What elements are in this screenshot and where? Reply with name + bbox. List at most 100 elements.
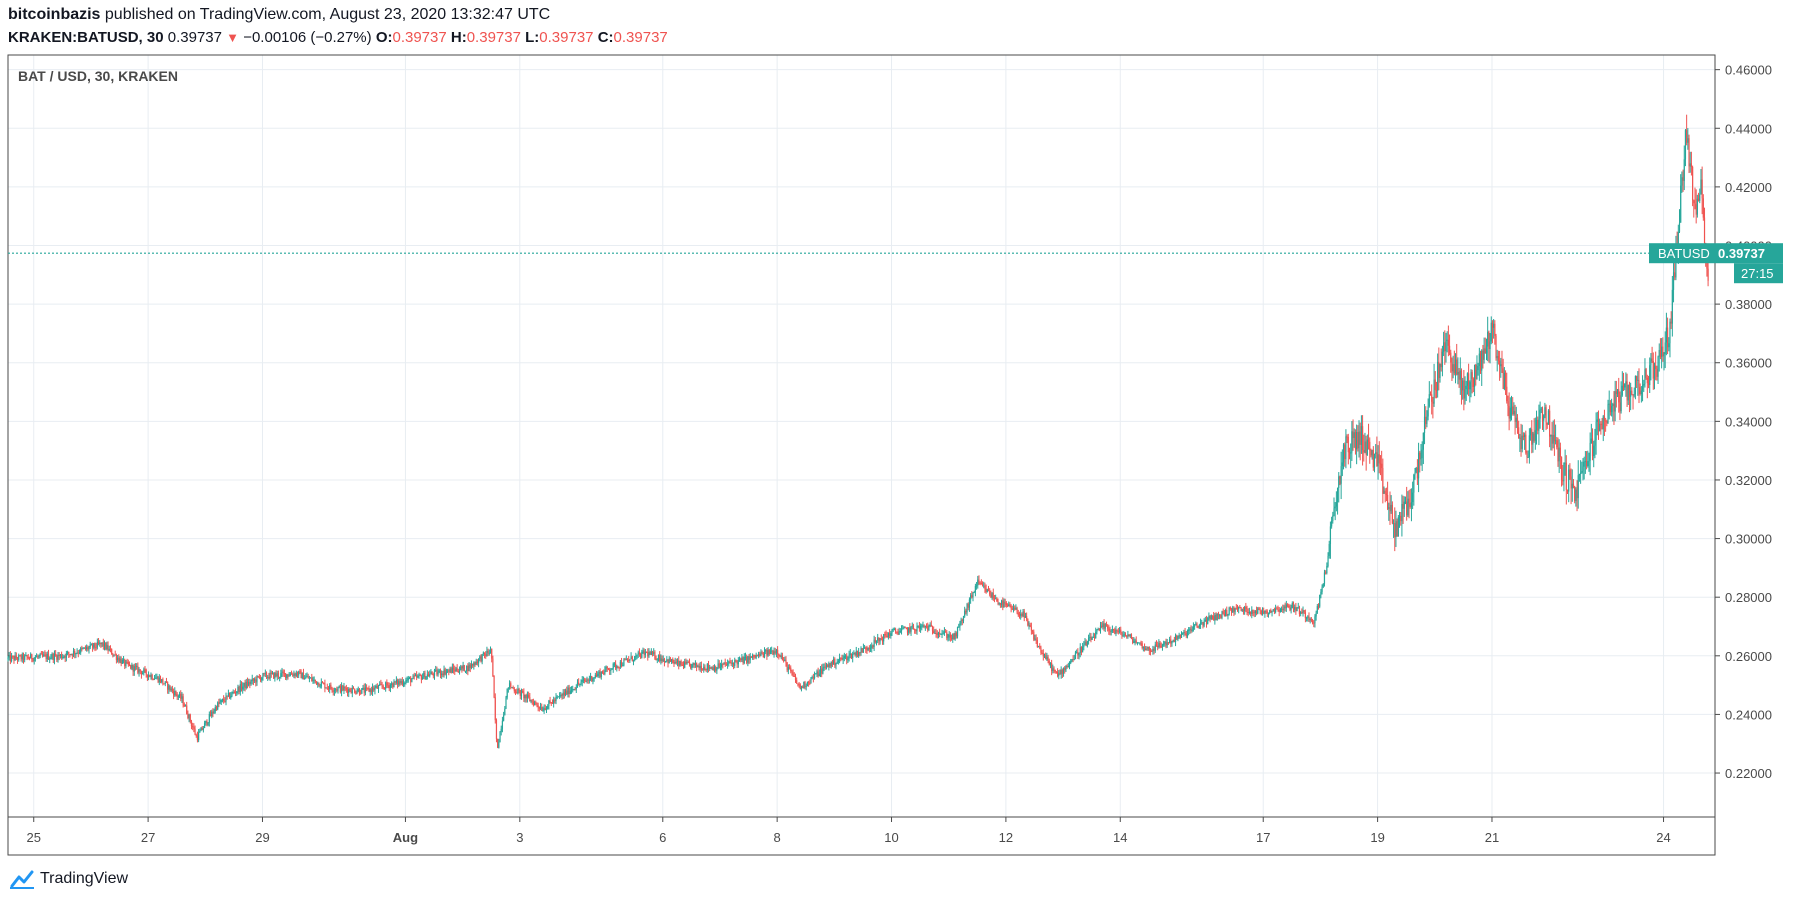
candle-body (159, 677, 162, 683)
candle-body (102, 642, 104, 647)
candle-body (1621, 385, 1623, 396)
candle-body (352, 687, 355, 690)
candle-body (1279, 608, 1281, 612)
candle-body (1481, 350, 1483, 371)
candle-body (704, 666, 706, 670)
candle-body (543, 708, 545, 711)
candle-body (294, 673, 296, 676)
candle-body (18, 655, 20, 660)
candle-body (1663, 354, 1665, 357)
candle-body (177, 696, 179, 698)
candle-body (1653, 365, 1656, 379)
candle-body (573, 688, 575, 690)
candle-body (1554, 440, 1557, 442)
candle-body (1696, 198, 1698, 215)
candle-body (874, 639, 876, 643)
candle-body (1429, 394, 1432, 396)
candle-body (441, 673, 443, 676)
candle-body (379, 683, 381, 686)
candle-body (960, 619, 962, 624)
candle-body (130, 664, 132, 669)
candle-body (525, 694, 527, 699)
candle-body (1305, 617, 1308, 619)
candle-body (1111, 629, 1114, 631)
candle-body (1239, 607, 1241, 609)
candle-body (1132, 638, 1134, 644)
candle-body (572, 689, 574, 691)
candle-body (1123, 634, 1125, 636)
candle-body (886, 636, 888, 638)
candle-body (975, 585, 978, 587)
candle-body (1632, 394, 1634, 396)
candle-body (973, 591, 975, 593)
candle-body (1313, 622, 1315, 624)
open-label: O: (375, 29, 393, 46)
candle-body (1195, 623, 1197, 626)
candle-body (631, 656, 633, 661)
candle-body (1140, 642, 1142, 644)
candle-body (89, 644, 91, 648)
tradingview-logo[interactable]: TradingView (8, 868, 128, 890)
y-tick-label: 0.26000 (1725, 649, 1772, 664)
candle-body (413, 675, 415, 677)
candle-body (251, 678, 253, 682)
candle-body (392, 683, 394, 688)
candle-body (1079, 647, 1081, 653)
candle-body (867, 647, 869, 651)
candle-body (1014, 607, 1016, 610)
candle-body (207, 722, 209, 725)
candle-body (890, 633, 892, 636)
candle-body (1321, 586, 1323, 592)
candle-body (873, 639, 875, 647)
candle-body (687, 661, 689, 663)
candle-body (450, 668, 452, 673)
candle-body (599, 671, 601, 677)
candle-body (1057, 671, 1059, 677)
candle-body (49, 658, 51, 660)
candle-body (139, 669, 141, 672)
candle-body (629, 658, 631, 661)
candle-body (213, 711, 215, 714)
author-name[interactable]: bitcoinbazis (8, 6, 101, 23)
candle-body (1297, 607, 1299, 609)
candle-body (818, 673, 820, 677)
candle-body (1191, 629, 1193, 632)
candle-body (411, 679, 413, 683)
candle-body (1099, 625, 1102, 631)
candle-body (587, 679, 589, 681)
candle-body (1639, 387, 1641, 394)
candle-body (180, 693, 182, 699)
candle-body (1118, 629, 1121, 632)
candle-body (1065, 665, 1067, 671)
candle-body (1067, 666, 1069, 668)
candle-body (611, 668, 613, 670)
candle-body (437, 672, 439, 675)
candle-body (1426, 416, 1428, 425)
candle-body (370, 689, 372, 693)
candle-body (752, 654, 754, 658)
candle-body (1366, 439, 1368, 455)
candle-body (155, 677, 157, 679)
candle-body (1152, 648, 1154, 652)
candle-series[interactable] (7, 114, 1709, 749)
candle-body (483, 652, 486, 655)
candle-body (1258, 608, 1260, 610)
candle-body (1116, 630, 1118, 632)
candle-body (1381, 463, 1383, 469)
candle-body (239, 684, 241, 693)
candle-body (1401, 503, 1403, 522)
candle-body (1551, 434, 1553, 444)
price-axis[interactable]: 0.460000.440000.420000.400000.380000.360… (1715, 63, 1772, 781)
candle-body (244, 682, 246, 688)
time-axis[interactable]: 25 27 29 Aug 3 6 8 10 12 14 17 19 21 24 (26, 817, 1671, 845)
candle-body (12, 656, 14, 658)
candle-body (493, 675, 495, 698)
candle-body (715, 666, 717, 671)
candle-body (468, 664, 470, 672)
candle-body (813, 673, 816, 679)
candle-body (1422, 432, 1424, 450)
candle-body (1593, 445, 1595, 457)
candle-body (996, 598, 998, 602)
candle-body (749, 656, 751, 660)
